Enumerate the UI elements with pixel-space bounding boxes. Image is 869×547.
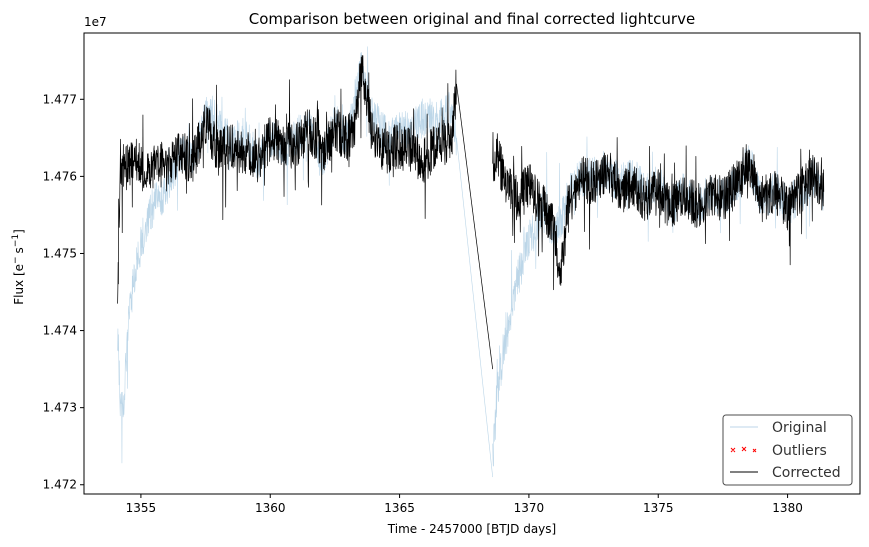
y-tick-label: 1.473 [43,401,77,415]
y-tick-label: 1.474 [43,324,77,338]
legend-outliers-label: Outliers [772,443,827,459]
y-axis-multiplier: 1e7 [84,15,107,29]
chart-title: Comparison between original and final co… [249,10,695,28]
x-tick-label: 1370 [514,501,545,515]
legend-frame [722,414,853,486]
y-tick-label: 1.477 [43,92,77,106]
corrected-series-line-segment-1 [456,83,494,370]
corrected-series-line-segment-2 [492,132,825,291]
y-tick-label: 1.472 [43,478,77,492]
legend-outliers-swatch [730,446,757,453]
corrected-series-line-segment-0 [117,55,457,304]
original-series-line-segment-1 [456,137,493,478]
y-tick-label: 1.476 [43,169,77,183]
x-tick-label: 1355 [126,501,157,515]
x-axis-label: Time - 2457000 [BTJD days] [387,522,556,536]
x-tick-label: 1365 [384,501,415,515]
legend: Original Outliers Corrected [722,414,853,486]
x-tick-label: 1380 [772,501,803,515]
legend-corrected-label: Corrected [772,465,841,481]
legend-original-label: Original [772,420,827,436]
y-axis-label: Flux [e−s−1] [11,229,26,305]
axes-frame [83,32,861,495]
x-tick-label: 1375 [643,501,674,515]
x-tick-label: 1360 [255,501,286,515]
y-tick-label: 1.475 [43,246,77,260]
